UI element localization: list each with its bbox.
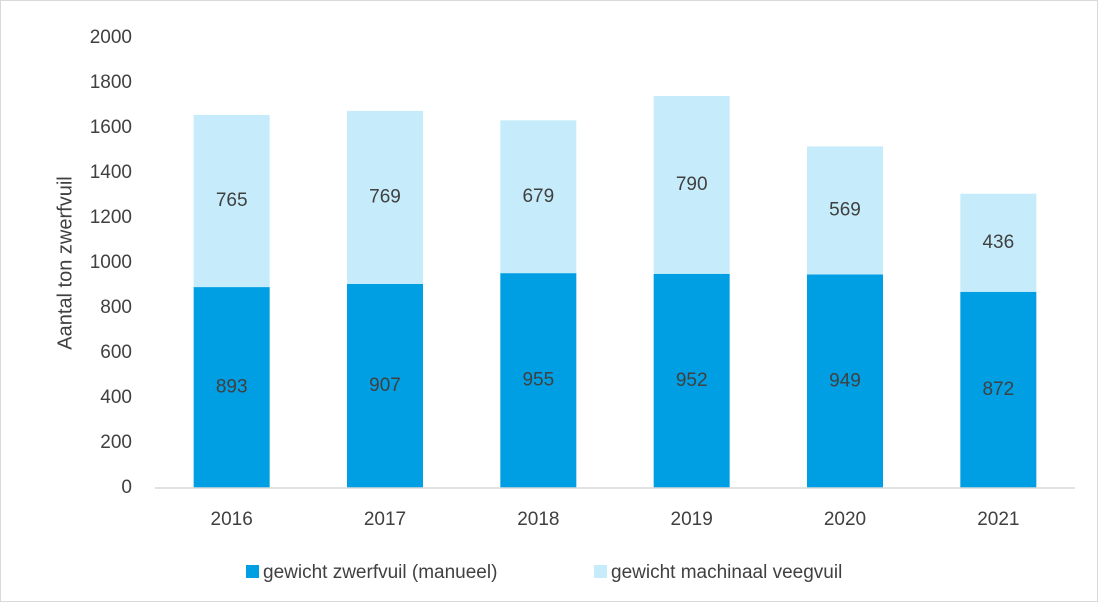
y-tick-label: 1400 (90, 162, 132, 183)
x-tick-label: 2019 (671, 509, 713, 530)
x-tick-label: 2020 (824, 509, 866, 530)
y-tick-label: 1000 (90, 252, 132, 273)
bar-segment (653, 96, 730, 274)
y-tick-label: 600 (100, 342, 132, 363)
x-tick-label: 2016 (211, 509, 253, 530)
bar-segment (653, 273, 730, 488)
y-tick-label: 1600 (90, 117, 132, 138)
bar-segment (807, 146, 883, 275)
legend-label: gewicht zwerfvuil (manueel) (263, 562, 497, 583)
data-label: 765 (216, 190, 248, 211)
y-tick-label: 400 (100, 387, 132, 408)
data-label: 955 (522, 370, 554, 391)
y-tick-label: 200 (100, 432, 132, 453)
data-label: 952 (676, 370, 708, 391)
bar-segment (193, 287, 270, 488)
bar-segment (960, 193, 1037, 292)
data-label: 769 (369, 186, 401, 207)
x-tick-label: 2021 (977, 509, 1019, 530)
bar-segment (193, 114, 270, 288)
legend-swatch (246, 565, 259, 578)
y-tick-label: 1800 (90, 72, 132, 93)
data-label: 872 (982, 379, 1014, 400)
y-tick-label: 2000 (90, 27, 132, 48)
legend-label: gewicht machinaal veegvuil (611, 562, 842, 583)
y-tick-label: 800 (100, 297, 132, 318)
data-label: 893 (216, 377, 248, 398)
data-label: 907 (369, 375, 401, 396)
bar-segment (500, 120, 577, 274)
data-label: 790 (676, 174, 708, 195)
bar-segment (960, 291, 1037, 488)
data-label: 949 (829, 370, 861, 391)
bar-segment (347, 110, 423, 284)
data-label: 569 (829, 199, 861, 220)
bar-segment (807, 274, 883, 488)
y-tick-label: 1200 (90, 207, 132, 228)
data-label: 436 (982, 232, 1014, 253)
x-tick-label: 2017 (364, 509, 406, 530)
x-tick-label: 2018 (517, 509, 559, 530)
bar-segment (500, 273, 577, 488)
bar-segment (347, 283, 423, 488)
y-axis-label: Aantal ton zwerfvuil (54, 176, 76, 349)
y-tick-label: 0 (121, 477, 132, 498)
data-label: 679 (522, 186, 554, 207)
legend-swatch (594, 565, 607, 578)
